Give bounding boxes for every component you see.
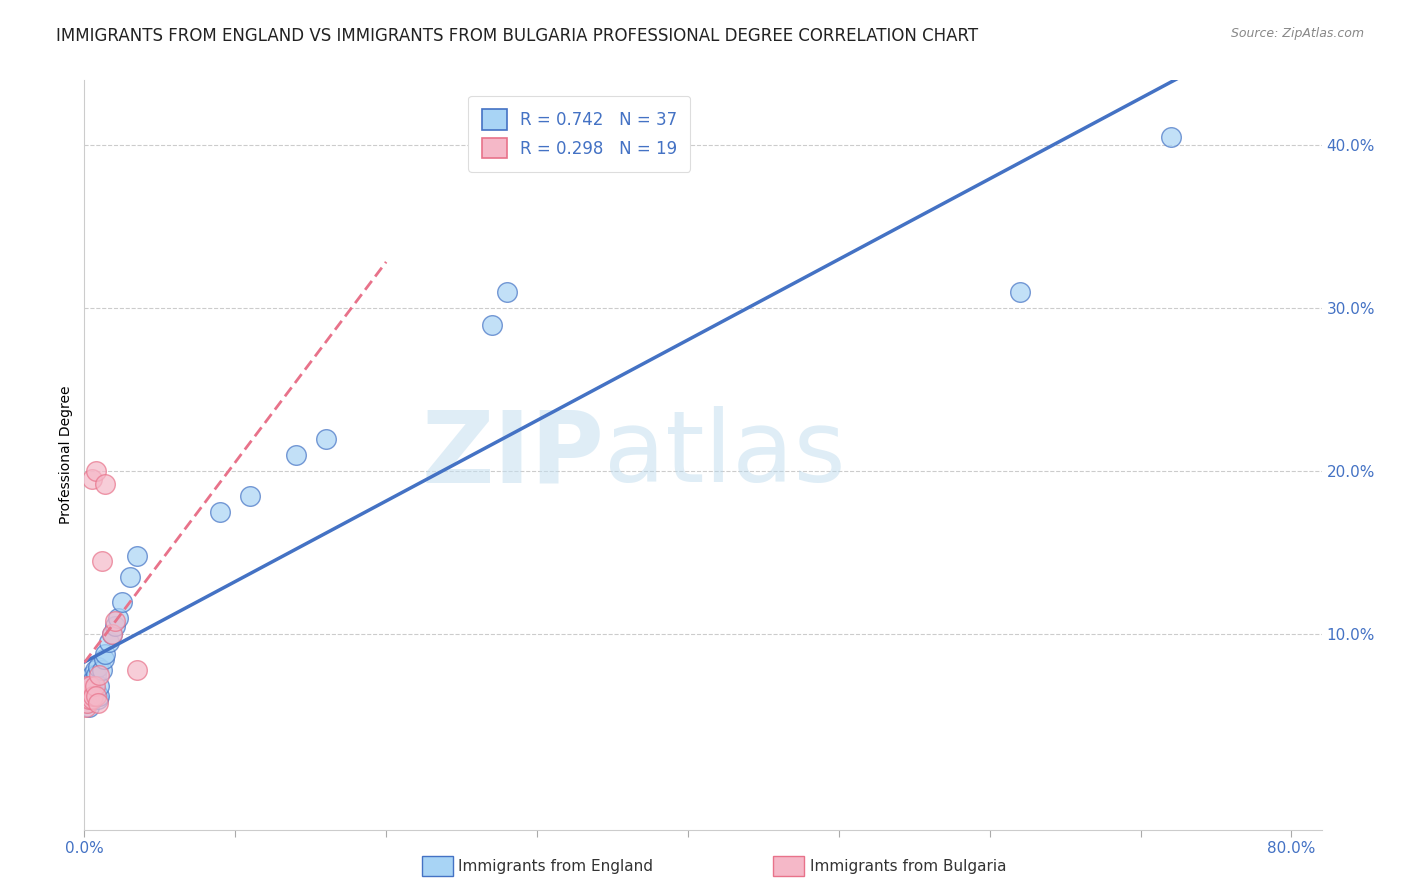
Point bbox=[100, 627, 122, 641]
Text: Immigrants from Bulgaria: Immigrants from Bulgaria bbox=[810, 859, 1007, 873]
Point bbox=[76, 689, 98, 703]
Point bbox=[89, 679, 111, 693]
Point bbox=[84, 687, 107, 701]
Point bbox=[94, 647, 117, 661]
Point bbox=[89, 668, 111, 682]
Text: IMMIGRANTS FROM ENGLAND VS IMMIGRANTS FROM BULGARIA PROFESSIONAL DEGREE CORRELAT: IMMIGRANTS FROM ENGLAND VS IMMIGRANTS FR… bbox=[56, 27, 979, 45]
Point bbox=[91, 663, 114, 677]
Point bbox=[82, 689, 104, 703]
Point bbox=[86, 684, 108, 698]
Text: Source: ZipAtlas.com: Source: ZipAtlas.com bbox=[1230, 27, 1364, 40]
Point bbox=[94, 477, 117, 491]
Point bbox=[75, 684, 97, 698]
Point bbox=[77, 700, 100, 714]
Point bbox=[209, 505, 232, 519]
Point bbox=[100, 627, 122, 641]
Point bbox=[84, 663, 107, 677]
Point bbox=[1008, 285, 1031, 299]
Point bbox=[75, 700, 97, 714]
Text: ZIP: ZIP bbox=[422, 407, 605, 503]
Point bbox=[87, 696, 110, 710]
Point bbox=[75, 692, 97, 706]
Point bbox=[495, 285, 517, 299]
Point bbox=[86, 668, 108, 682]
Point bbox=[82, 692, 104, 706]
Point bbox=[80, 692, 103, 706]
Point bbox=[75, 684, 97, 698]
Point bbox=[91, 554, 114, 568]
Point bbox=[76, 679, 98, 693]
Point bbox=[80, 692, 103, 706]
Point bbox=[80, 472, 103, 486]
Point bbox=[93, 651, 115, 665]
Point bbox=[103, 614, 125, 628]
Point bbox=[77, 676, 100, 690]
Point bbox=[84, 679, 107, 693]
Point bbox=[79, 679, 101, 693]
Point bbox=[1160, 130, 1182, 145]
Point bbox=[80, 668, 103, 682]
Point bbox=[86, 464, 108, 478]
Point bbox=[76, 696, 98, 710]
Point bbox=[77, 692, 100, 706]
Point bbox=[87, 692, 110, 706]
Point bbox=[87, 659, 110, 673]
Point bbox=[79, 679, 101, 693]
Point bbox=[118, 570, 141, 584]
Point bbox=[86, 689, 108, 703]
Point bbox=[111, 594, 134, 608]
Point bbox=[284, 448, 307, 462]
Point bbox=[315, 432, 337, 446]
Point bbox=[89, 689, 111, 703]
Point bbox=[79, 692, 101, 706]
Point bbox=[103, 619, 125, 633]
Legend: R = 0.742   N = 37, R = 0.298   N = 19: R = 0.742 N = 37, R = 0.298 N = 19 bbox=[468, 96, 690, 172]
Point bbox=[239, 489, 262, 503]
Point bbox=[107, 611, 129, 625]
Point bbox=[127, 549, 149, 563]
Point bbox=[82, 673, 104, 687]
Point bbox=[97, 635, 120, 649]
Y-axis label: Professional Degree: Professional Degree bbox=[59, 385, 73, 524]
Point bbox=[127, 663, 149, 677]
Point bbox=[481, 318, 503, 332]
Point bbox=[76, 696, 98, 710]
Text: Immigrants from England: Immigrants from England bbox=[458, 859, 654, 873]
Text: atlas: atlas bbox=[605, 407, 845, 503]
